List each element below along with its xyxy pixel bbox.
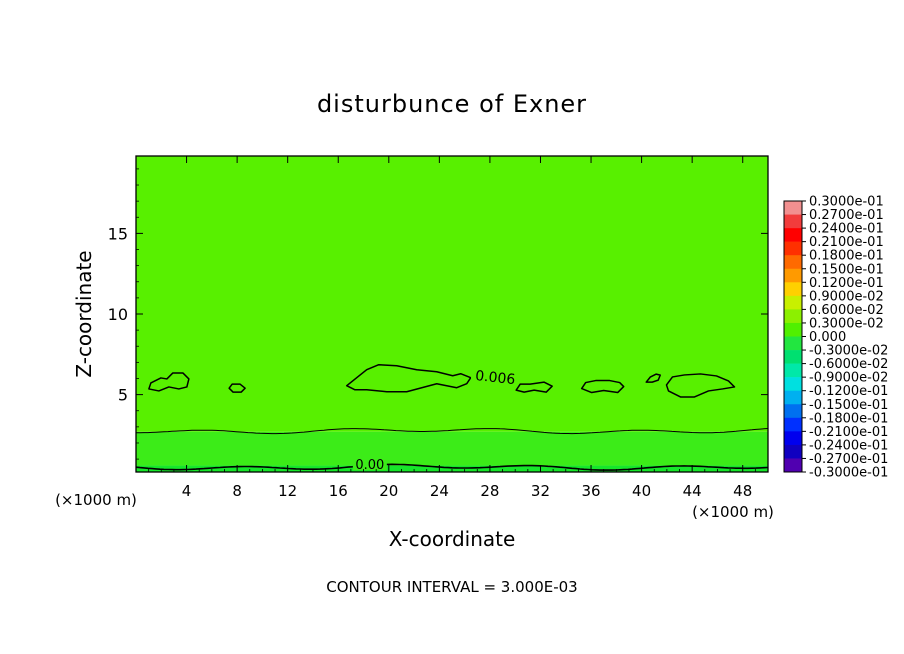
colorbar-label: 0.2400e-01 — [809, 222, 884, 237]
y-tick-label: 5 — [118, 386, 128, 405]
closed-contour-0 — [148, 372, 190, 392]
colorbar-label: -0.1800e-01 — [809, 411, 888, 426]
colorbar-label: -0.3000e-02 — [809, 344, 888, 359]
x-axis-label: X-coordinate — [389, 527, 516, 551]
contour-0006-backdrop — [470, 370, 519, 385]
colorbar-swatch — [784, 390, 802, 405]
colorbar-swatch — [784, 336, 802, 351]
x-tick-label: 4 — [182, 482, 192, 500]
chart-title: disturbunce of Exner — [317, 90, 587, 118]
x-tick-label: 20 — [379, 482, 398, 500]
y-tick-label: 15 — [108, 224, 128, 243]
colorbar-label: 0.1200e-01 — [809, 276, 884, 291]
colorbar-label: -0.1200e-01 — [809, 384, 888, 399]
field-band-1 — [136, 431, 768, 466]
y-axis-label: Z-coordinate — [72, 250, 96, 377]
colorbar-label: 0.3000e-01 — [809, 195, 884, 210]
colorbar-swatch — [784, 241, 802, 256]
colorbar-label: 0.2700e-01 — [809, 208, 884, 223]
y-axis-ticks: 5 10 15 — [108, 168, 768, 460]
colorbar-swatch — [784, 350, 802, 364]
contour-label: 0.00 — [355, 458, 384, 473]
x-unit-right: (×1000 m) — [692, 503, 774, 521]
colorbar-label: -0.3000e-01 — [809, 466, 888, 481]
colorbar-label: 0.9000e-02 — [809, 289, 884, 304]
colorbar-swatch — [784, 228, 802, 242]
contour-lines: 0.00 0.006 — [136, 363, 768, 473]
closed-contour-4 — [580, 379, 625, 394]
contour-line-1 — [136, 428, 768, 435]
colorbar-label: 0.1500e-01 — [809, 262, 884, 277]
x-tick-label: 40 — [632, 482, 651, 500]
x-unit-left: (×1000 m) — [55, 491, 137, 509]
contour-line-0 — [136, 463, 768, 471]
colorbar-label: 0.6000e-02 — [809, 303, 884, 318]
background-field — [136, 156, 768, 472]
y-tick-label: 10 — [108, 305, 128, 324]
colorbar-label: -0.2700e-01 — [809, 452, 888, 467]
x-tick-label: 12 — [278, 482, 297, 500]
x-tick-label: 48 — [733, 482, 752, 500]
colorbar-label: 0.000 — [809, 330, 846, 345]
colorbar-swatch — [784, 458, 802, 473]
x-axis-ticks: 4 8 12 16 20 24 28 32 36 40 44 48 — [148, 156, 756, 500]
x-tick-label: 28 — [480, 482, 499, 500]
x-tick-label: 36 — [581, 482, 600, 500]
colorbar-swatch — [784, 201, 802, 215]
closed-contour-5 — [645, 373, 661, 383]
colorbar-swatch — [784, 322, 802, 337]
colorbar-label: -0.9000e-02 — [809, 371, 888, 386]
colorbar: 0.3000e-010.2700e-010.2400e-010.2100e-01… — [783, 195, 888, 481]
colorbar-label: -0.2100e-01 — [809, 425, 888, 440]
closed-contour-1 — [228, 383, 246, 393]
colorbar-swatch — [784, 268, 802, 283]
colorbar-swatch — [784, 214, 802, 229]
colorbar-swatch — [784, 255, 802, 270]
contour-interval-note: CONTOUR INTERVAL = 3.000E-03 — [326, 578, 577, 596]
colorbar-label: -0.2400e-01 — [809, 438, 888, 453]
colorbar-label: -0.6000e-02 — [809, 357, 888, 372]
colorbar-label: 0.3000e-02 — [809, 316, 884, 331]
x-tick-label: 16 — [329, 482, 348, 500]
closed-contour-2 — [345, 363, 472, 393]
closed-contour-3 — [515, 381, 553, 393]
contour-0006-label: 0.006 — [474, 368, 516, 388]
contour-label-backdrop — [352, 458, 387, 471]
colorbar-label: 0.1800e-01 — [809, 249, 884, 264]
colorbar-label: 0.2100e-01 — [809, 235, 884, 250]
colorbar-swatch — [784, 444, 802, 459]
colorbar-swatch — [784, 295, 802, 310]
x-tick-label: 32 — [531, 482, 550, 500]
colorbar-swatch — [784, 377, 802, 391]
colorbar-swatch — [784, 282, 802, 297]
colorbar-label: -0.1500e-01 — [809, 398, 888, 413]
closed-contour-6 — [665, 373, 736, 398]
x-tick-label: 44 — [683, 482, 702, 500]
colorbar-swatch — [784, 417, 802, 432]
colorbar-swatch — [784, 404, 802, 419]
colorbar-swatch — [784, 363, 802, 378]
x-tick-label: 24 — [430, 482, 449, 500]
colorbar-swatch — [784, 309, 802, 324]
x-tick-label: 8 — [232, 482, 242, 500]
colorbar-swatch — [784, 431, 802, 446]
field-band-0 — [136, 465, 768, 472]
